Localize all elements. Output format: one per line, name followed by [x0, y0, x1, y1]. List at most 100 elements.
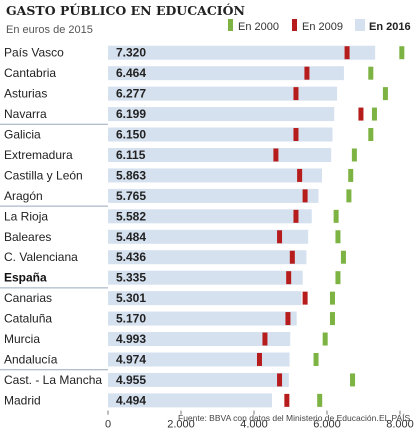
- marker-2000: [329, 312, 335, 326]
- row-castilla-y-leon: Castilla y León 5.863: [4, 168, 354, 183]
- credit-note: EL PAÍS: [379, 413, 411, 423]
- bar-2016: [108, 86, 338, 101]
- marker-2000: [368, 66, 374, 80]
- row-cantabria: Cantabria 6.464: [4, 66, 374, 81]
- x-tick-label: 4.000: [240, 419, 268, 430]
- region-label: Asturias: [4, 87, 47, 101]
- marker-2009: [289, 250, 295, 264]
- bar-2016: [108, 250, 307, 265]
- row-la-rioja: La Rioja 5.582: [4, 209, 339, 224]
- row-c-valenciana: C. Valenciana 5.436: [4, 250, 346, 265]
- row-extremadura: Extremadura 6.115: [4, 147, 357, 162]
- value-label: 5.765: [116, 189, 146, 203]
- x-tick-label: 0: [105, 419, 111, 430]
- bar-2016: [108, 270, 303, 285]
- bar-2016: [108, 332, 291, 347]
- marker-2009: [344, 46, 350, 60]
- value-label: 5.582: [116, 209, 146, 223]
- source-note: Fuente: BBVA con datos del Ministerio de…: [178, 413, 379, 423]
- row-cast-la-mancha: Cast. - La Mancha 4.955: [4, 372, 356, 387]
- marker-2000: [371, 107, 377, 121]
- marker-2009: [285, 312, 291, 326]
- value-label: 5.170: [116, 312, 146, 326]
- region-label: Andalucía: [4, 352, 58, 366]
- marker-2000: [382, 87, 388, 101]
- value-label: 5.436: [116, 250, 146, 264]
- value-label: 7.320: [116, 46, 146, 60]
- region-label: Navarra: [4, 107, 47, 121]
- row-andalucia: Andalucía 4.974: [4, 352, 319, 367]
- bar-2016: [108, 45, 376, 60]
- marker-2000: [399, 46, 405, 60]
- marker-2000: [333, 209, 339, 223]
- region-label: Madrid: [4, 393, 41, 407]
- marker-2009: [304, 66, 310, 80]
- bar-2016: [108, 209, 312, 224]
- bar-2016: [108, 352, 290, 367]
- marker-2000: [348, 168, 354, 182]
- region-label: C. Valenciana: [4, 250, 78, 264]
- row-baleares: Baleares 5.484: [4, 229, 341, 244]
- row-madrid: Madrid 4.494: [4, 393, 323, 408]
- value-label: 6.115: [116, 148, 146, 162]
- bar-2016: [108, 311, 297, 326]
- row-asturias: Asturias 6.277: [4, 86, 388, 101]
- value-label: 5.335: [116, 271, 146, 285]
- x-tick-label: 2.000: [167, 419, 195, 430]
- marker-2000: [340, 250, 346, 264]
- marker-2000: [368, 128, 374, 142]
- chart-subtitle: En euros de 2015: [6, 24, 93, 36]
- marker-2000: [313, 352, 319, 366]
- marker-2000: [335, 230, 341, 244]
- legend-label-2000: En 2000: [238, 21, 279, 33]
- region-label: Castilla y León: [4, 168, 83, 182]
- region-label: Cast. - La Mancha: [4, 373, 102, 387]
- legend: En 2000 En 2009 En 2016: [228, 19, 411, 33]
- value-label: 5.484: [116, 230, 146, 244]
- region-label: Cantabria: [4, 66, 56, 80]
- row-espana: España 5.335: [4, 270, 341, 285]
- bar-2016: [108, 107, 335, 122]
- region-label: País Vasco: [4, 46, 64, 60]
- bar-2016: [108, 127, 333, 142]
- marker-2009: [293, 209, 299, 223]
- value-label: 4.494: [116, 393, 146, 407]
- marker-2000: [335, 271, 341, 285]
- x-tick-label: 8.000: [386, 419, 414, 430]
- value-label: 6.464: [116, 66, 146, 80]
- row-pais-vasco: País Vasco 7.320: [4, 45, 405, 60]
- marker-2000: [350, 373, 356, 387]
- row-galicia: Galicia 6.150: [4, 127, 374, 142]
- region-label: España: [4, 271, 47, 285]
- region-label: Aragón: [4, 189, 43, 203]
- marker-2009: [293, 87, 299, 101]
- region-label: Murcia: [4, 332, 40, 346]
- bar-2016: [108, 372, 289, 387]
- chart-rows: País Vasco 7.320 Cantabria 6.464 Asturias 6.2…: [0, 45, 405, 408]
- marker-2009: [273, 148, 279, 162]
- marker-2000: [322, 332, 328, 346]
- bar-2016: [108, 66, 344, 81]
- value-label: 6.277: [116, 87, 146, 101]
- marker-2000: [346, 189, 352, 203]
- row-murcia: Murcia 4.993: [4, 332, 328, 347]
- marker-2009: [286, 271, 292, 285]
- marker-2009: [262, 332, 268, 346]
- row-navarra: Navarra 6.199: [4, 107, 377, 122]
- value-label: 4.993: [116, 332, 146, 346]
- legend-label-2009: En 2009: [302, 21, 343, 33]
- marker-2009: [277, 373, 283, 387]
- marker-2009: [293, 128, 299, 142]
- marker-2000: [351, 148, 357, 162]
- value-label: 6.150: [116, 128, 146, 142]
- marker-2009: [302, 291, 308, 305]
- value-label: 4.974: [116, 352, 146, 366]
- chart-title: GASTO PÚBLICO EN EDUCACIÓN: [6, 2, 245, 18]
- x-axis: 0 2.000 4.000 6.000 8.000: [105, 410, 414, 430]
- value-label: 5.863: [116, 168, 146, 182]
- row-canarias: Canarias 5.301: [4, 291, 335, 306]
- marker-2009: [297, 168, 303, 182]
- legend-swatch-2016: [355, 19, 365, 31]
- legend-swatch-2009: [292, 19, 297, 31]
- value-label: 5.301: [116, 291, 146, 305]
